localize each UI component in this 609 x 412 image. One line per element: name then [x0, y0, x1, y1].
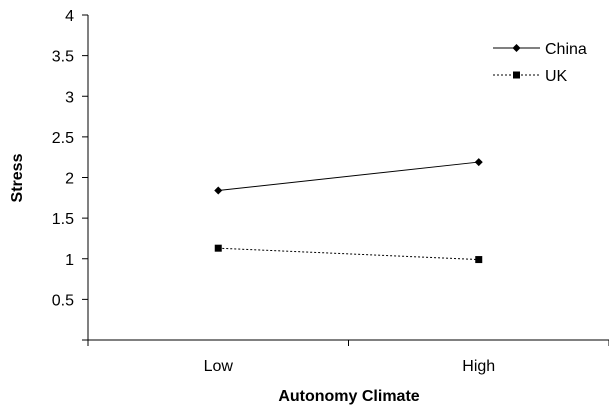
legend: China UK: [493, 41, 587, 85]
legend-marker-china: [512, 44, 521, 52]
series-uk: [214, 244, 483, 264]
legend-label-china: China: [545, 41, 587, 58]
series-line-uk: [218, 247, 479, 261]
y-tick-label: 3.5: [52, 49, 74, 66]
series-layer: [214, 158, 483, 264]
axes: [87, 15, 609, 341]
y-tick-label: 1.5: [52, 211, 74, 228]
y-ticks: 0.5 1 1.5 2 2.5 3 3.5 4: [52, 8, 88, 341]
y-tick-label: 2.5: [52, 130, 74, 147]
x-tick-label: High: [462, 358, 495, 375]
x-ticks: Low High: [87, 340, 609, 375]
data-point-uk: [475, 256, 483, 264]
data-point-uk: [214, 244, 222, 252]
x-tick-label: Low: [204, 358, 234, 375]
y-tick-label: 2: [65, 171, 74, 188]
data-point-china: [214, 186, 223, 195]
series-line-china: [218, 161, 479, 191]
x-axis-title: Autonomy Climate: [278, 388, 419, 405]
y-tick-label: 3: [65, 89, 74, 106]
series-china: [214, 158, 483, 195]
legend-marker-uk: [513, 71, 520, 79]
y-tick-label: 1: [65, 252, 74, 269]
y-axis-title: Stress: [9, 153, 26, 202]
y-tick-label: 4: [65, 8, 74, 25]
legend-label-uk: UK: [545, 68, 568, 85]
y-tick-label: 0.5: [52, 292, 74, 309]
data-point-china: [474, 158, 483, 167]
